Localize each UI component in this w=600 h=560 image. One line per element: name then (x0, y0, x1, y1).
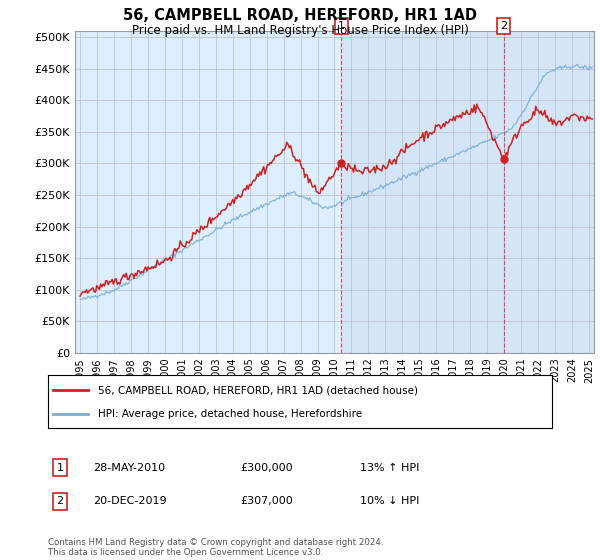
Text: £307,000: £307,000 (240, 496, 293, 506)
Text: 56, CAMPBELL ROAD, HEREFORD, HR1 1AD: 56, CAMPBELL ROAD, HEREFORD, HR1 1AD (123, 8, 477, 24)
Text: 20-DEC-2019: 20-DEC-2019 (93, 496, 167, 506)
Text: Contains HM Land Registry data © Crown copyright and database right 2024.
This d: Contains HM Land Registry data © Crown c… (48, 538, 383, 557)
Text: £300,000: £300,000 (240, 463, 293, 473)
Text: 1: 1 (338, 21, 345, 31)
Text: 13% ↑ HPI: 13% ↑ HPI (360, 463, 419, 473)
Text: 2: 2 (500, 21, 507, 31)
Text: 10% ↓ HPI: 10% ↓ HPI (360, 496, 419, 506)
Text: Price paid vs. HM Land Registry's House Price Index (HPI): Price paid vs. HM Land Registry's House … (131, 24, 469, 36)
Text: 2: 2 (56, 496, 64, 506)
Bar (341, 31, 594, 353)
Text: 1: 1 (56, 463, 64, 473)
Text: HPI: Average price, detached house, Herefordshire: HPI: Average price, detached house, Here… (98, 408, 362, 418)
Text: 56, CAMPBELL ROAD, HEREFORD, HR1 1AD (detached house): 56, CAMPBELL ROAD, HEREFORD, HR1 1AD (de… (98, 385, 418, 395)
Text: 28-MAY-2010: 28-MAY-2010 (93, 463, 165, 473)
